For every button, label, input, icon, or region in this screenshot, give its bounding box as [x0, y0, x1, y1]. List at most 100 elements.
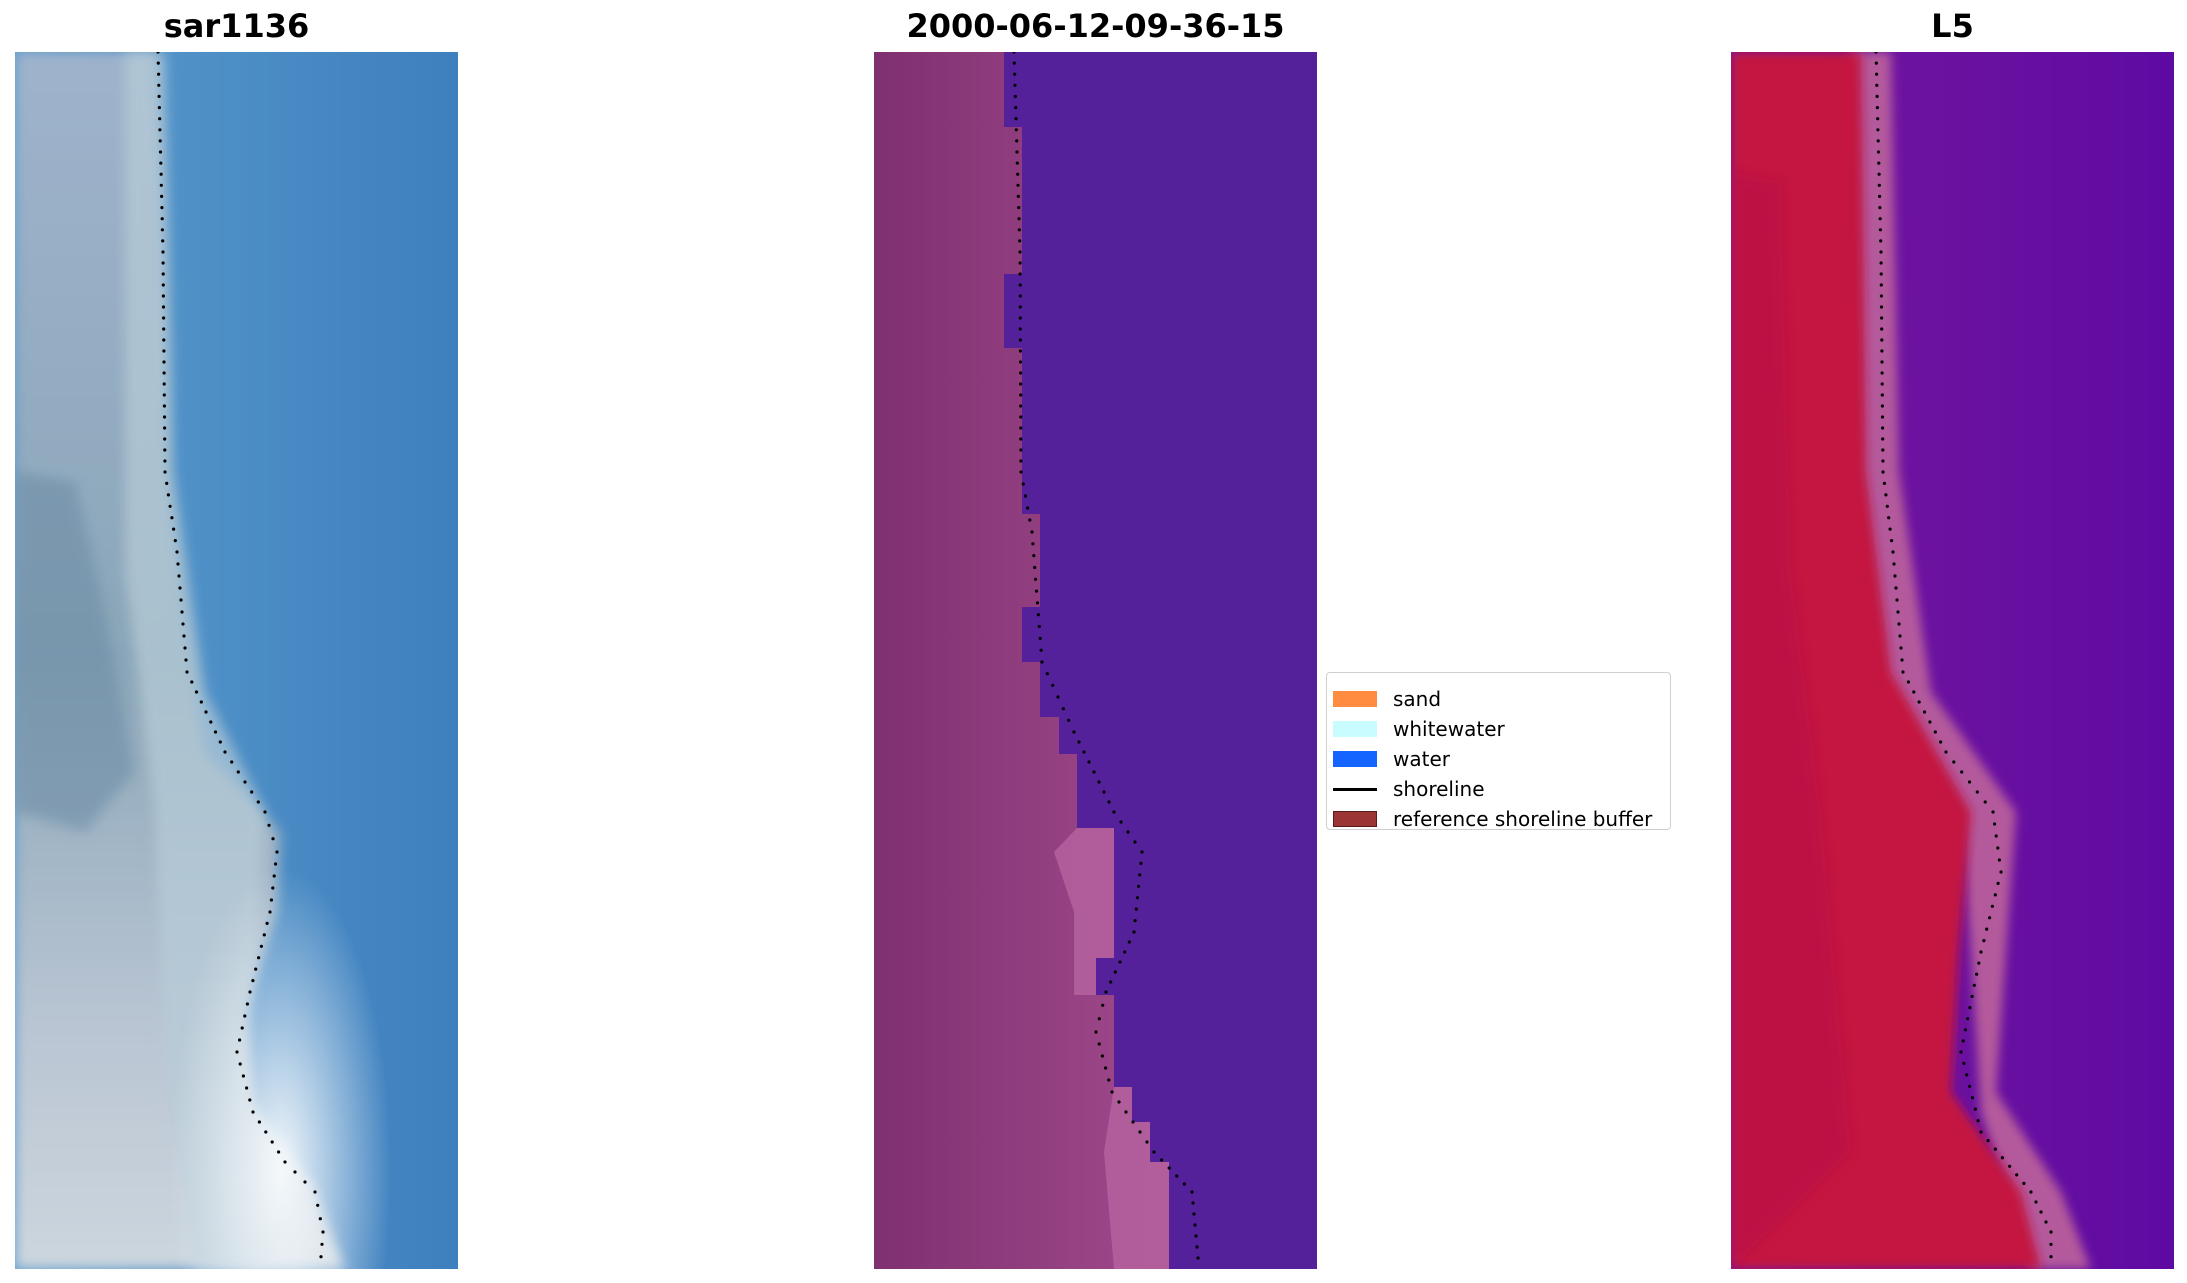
shoreline-point [1032, 554, 1036, 558]
shoreline-point [1882, 481, 1886, 485]
shoreline-point [275, 850, 279, 854]
shoreline-point [160, 217, 164, 221]
shoreline-point [2039, 1210, 2043, 1214]
shoreline-point [2049, 1230, 2053, 1234]
shoreline-point [1968, 1006, 1972, 1010]
shoreline-point [194, 690, 199, 694]
shoreline-point [265, 921, 269, 926]
shoreline-point [1968, 1084, 1972, 1088]
shoreline-point [182, 634, 186, 638]
panel-title-index: L5 [1931, 7, 1974, 45]
shoreline-point [1979, 1130, 1983, 1134]
shoreline-point [1967, 780, 1972, 784]
shoreline-point [1190, 1190, 1194, 1194]
shoreline-point [162, 360, 166, 364]
shoreline-point [1104, 990, 1108, 994]
shoreline-point [293, 1170, 297, 1174]
shoreline-point [1018, 239, 1022, 243]
shoreline-point [1901, 670, 1905, 674]
shoreline-point [268, 910, 272, 914]
shoreline-point [1194, 1234, 1198, 1238]
shoreline-point [1885, 504, 1889, 508]
shoreline-point [1973, 1107, 1977, 1111]
shoreline-point [1988, 916, 1992, 920]
shoreline-point [1966, 1017, 1970, 1021]
shoreline-point [1990, 904, 1994, 908]
shoreline-point [162, 404, 166, 408]
shoreline-point [1878, 206, 1882, 210]
shoreline-point [157, 83, 161, 87]
shoreline-point [1110, 1090, 1114, 1094]
shoreline-point [199, 700, 203, 704]
shoreline-point [264, 1130, 268, 1134]
shoreline-point [1939, 740, 1943, 744]
shoreline-point [156, 61, 160, 65]
shoreline-point [1132, 930, 1136, 934]
shoreline-point [1097, 1017, 1101, 1021]
shoreline-point [274, 862, 278, 866]
shoreline-point [250, 790, 254, 794]
shoreline-point [238, 1038, 242, 1042]
shoreline-point [1033, 565, 1037, 570]
rgb-image [15, 52, 458, 1269]
shoreline-point [1082, 750, 1086, 754]
shoreline-point [1887, 516, 1891, 520]
shoreline-point [1067, 718, 1071, 722]
shoreline-point [1097, 780, 1101, 784]
shoreline-point [277, 1150, 281, 1154]
shoreline-point [1985, 927, 1989, 931]
shoreline-point [163, 459, 167, 463]
shoreline-point [254, 967, 258, 971]
shoreline-point [1975, 972, 1979, 976]
shoreline-point [1012, 52, 1016, 54]
shoreline-point [1030, 530, 1034, 534]
shoreline-point [170, 516, 174, 520]
shoreline-point [1077, 740, 1081, 744]
shoreline-point [161, 294, 165, 298]
shoreline-point [236, 770, 240, 774]
shoreline-point [1890, 539, 1894, 543]
shoreline-point [1061, 707, 1065, 711]
shoreline-point [176, 562, 180, 566]
shoreline-point [1993, 893, 1997, 897]
shoreline-point [1056, 695, 1060, 699]
legend-label-reference-buffer: reference shoreline buffer [1393, 807, 1653, 831]
shoreline-point [1087, 760, 1091, 764]
shoreline-point [1031, 542, 1035, 546]
shoreline-point [166, 493, 170, 497]
legend-swatch-sand [1333, 691, 1377, 707]
shoreline-point [1045, 672, 1049, 676]
shoreline-point [159, 161, 163, 165]
shoreline-point [1880, 338, 1884, 342]
shoreline-point [1145, 1140, 1149, 1144]
shoreline-point [1975, 790, 1979, 794]
shoreline-point [1126, 830, 1130, 834]
rgb-surf-glow [15, 52, 458, 1269]
shoreline-point [1900, 658, 1904, 662]
shoreline-point [168, 504, 172, 508]
shoreline-point [172, 527, 176, 531]
legend-item-sand: sand [1333, 684, 1441, 714]
shoreline-point [1880, 371, 1884, 375]
shoreline-point [1019, 470, 1023, 474]
shoreline-point [1196, 1256, 1200, 1260]
shoreline-point [1874, 52, 1878, 54]
classified-land-edge [1054, 828, 1169, 1269]
shoreline-point [1898, 634, 1902, 638]
shoreline-point [257, 1120, 261, 1124]
shoreline-point [1037, 624, 1041, 629]
shoreline-point [1019, 426, 1023, 430]
shoreline-point [248, 990, 252, 994]
shoreline-point [160, 194, 164, 198]
shoreline-point [1160, 1158, 1164, 1162]
shoreline-point [1018, 338, 1022, 342]
shoreline-point [1015, 161, 1019, 165]
shoreline-point [1876, 139, 1880, 143]
shoreline-point [1133, 919, 1137, 923]
shoreline-point [269, 898, 273, 902]
shoreline-point [162, 371, 166, 375]
shoreline-point [1017, 206, 1021, 210]
shoreline-point [180, 610, 184, 614]
shoreline-point [1928, 720, 1932, 724]
shoreline-point [1018, 294, 1022, 298]
